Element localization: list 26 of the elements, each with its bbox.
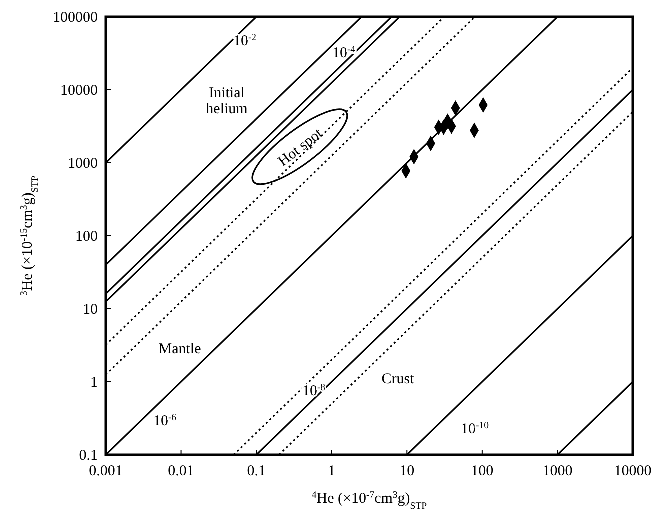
x-axis-title: $^{4}$He (×10$^{-7}$cm$^{3}$g)$_{STP}$ [312, 490, 428, 512]
y-tick-label: 0.1 [79, 448, 98, 464]
series-label: 10$^{-6}$ [153, 412, 177, 430]
annotation: helium [206, 101, 248, 118]
y-tick-label: 1 [90, 374, 98, 391]
y-tick-label: 10000 [60, 82, 98, 99]
x-tick-label: 0.1 [247, 464, 266, 480]
y-tick-label: 1000 [68, 156, 98, 172]
y-tick-label: 10 [83, 302, 98, 318]
y-tick-label: 100000 [53, 10, 98, 26]
annotation: Hot spot [276, 125, 327, 170]
x-tick-label: 10 [400, 464, 415, 480]
x-tick-label: 0.001 [89, 464, 123, 480]
x-tick-label: 0.01 [168, 464, 194, 480]
annotation: Mantle [158, 341, 202, 358]
series-label: 10$^{-2}$ [233, 32, 257, 50]
x-tick-label: 10000 [614, 464, 652, 480]
annotation: Crust [382, 371, 416, 388]
y-tick-label: 100 [76, 228, 98, 245]
series-label: 10$^{-10}$ [461, 420, 490, 438]
series-label: 10$^{-8}$ [302, 382, 326, 400]
annotation: Initial [209, 85, 245, 102]
x-tick-label: 1 [328, 464, 336, 480]
x-tick-label: 1000 [542, 464, 573, 480]
series-label: 10$^{-4}$ [332, 44, 356, 62]
x-tick-label: 100 [471, 464, 494, 480]
